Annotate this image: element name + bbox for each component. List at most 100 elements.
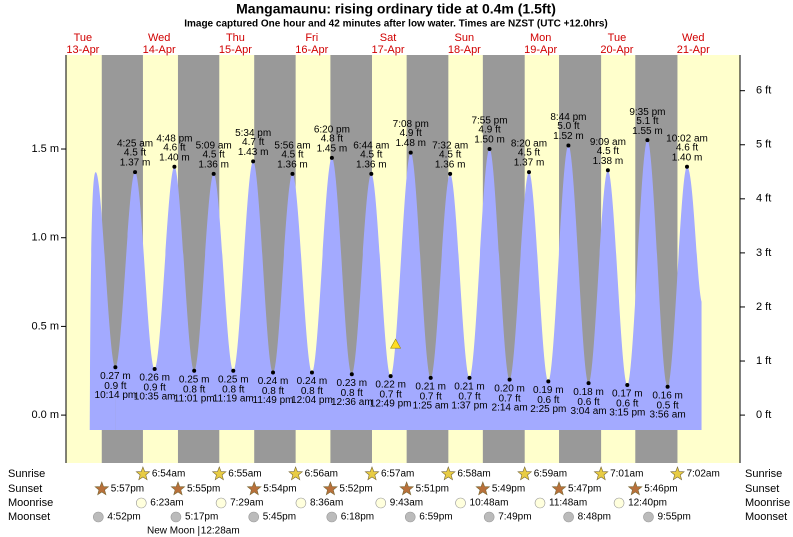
moonset-icon xyxy=(483,511,495,523)
extreme-dot xyxy=(172,164,177,169)
extreme-value-ft: 0.5 ft xyxy=(656,400,678,411)
sunrise-time: 6:59am xyxy=(534,469,567,480)
y-tick-label: 0.0 m xyxy=(31,409,59,421)
tide-area-edge xyxy=(686,166,702,430)
day-date: 16-Apr xyxy=(295,44,328,56)
extreme-value-m: 1.43 m xyxy=(238,147,269,158)
day-name: Sun xyxy=(455,32,475,44)
extreme-time: 2:25 pm xyxy=(530,404,566,415)
extreme-value-m: 0.23 m xyxy=(337,378,368,389)
y-tick-label: 1.5 m xyxy=(31,143,59,155)
extreme-dot xyxy=(349,372,354,377)
extreme-dot xyxy=(329,155,334,160)
extreme-value-ft: 4.5 ft xyxy=(518,148,540,159)
sunset-icon xyxy=(246,481,262,496)
extreme-time: 10:35 am xyxy=(134,392,176,403)
moonset-icon xyxy=(563,511,574,523)
extreme-dot xyxy=(211,171,216,176)
extreme-value-m: 0.25 m xyxy=(179,374,210,385)
extreme-value-ft: 0.8 ft xyxy=(222,384,244,395)
tide-area-edge xyxy=(89,172,116,431)
moonrise-time: 12:40pm xyxy=(628,498,667,509)
sunset-time: 5:57pm xyxy=(111,484,144,495)
extreme-time: 8:44 pm xyxy=(550,112,586,123)
day-date: 19-Apr xyxy=(524,44,557,56)
extreme-dot xyxy=(192,368,197,373)
extreme-time: 11:49 pm xyxy=(253,395,294,406)
moonset-time: 6:18pm xyxy=(341,512,374,523)
sunrise-icon xyxy=(135,466,151,481)
extreme-time: 12:36 am xyxy=(331,397,373,408)
moonset-icon xyxy=(170,511,182,523)
extreme-value-ft: 4.6 ft xyxy=(676,142,698,153)
extreme-dot xyxy=(605,168,610,173)
extreme-time: 12:04 pm xyxy=(291,395,333,406)
moonrise-row-label: Moonrise xyxy=(8,497,53,509)
extreme-dot xyxy=(625,382,630,387)
extreme-value-m: 1.36 m xyxy=(277,159,308,170)
extreme-dot xyxy=(566,143,571,148)
sunset-time: 5:49pm xyxy=(492,484,525,495)
y2-tick-label: 1 ft xyxy=(756,355,771,367)
moonset-time: 8:48pm xyxy=(578,512,611,523)
sunrise-icon xyxy=(440,466,456,481)
sunrise-icon xyxy=(593,466,609,481)
extreme-value-m: 1.45 m xyxy=(317,144,348,155)
extreme-value-m: 0.17 m xyxy=(612,389,643,400)
sunrise-icon xyxy=(669,466,685,481)
y2-tick-label: 6 ft xyxy=(756,85,771,97)
sunset-icon xyxy=(627,481,643,496)
moonset-row-label: Moonset xyxy=(745,511,787,523)
extreme-dot xyxy=(271,370,276,375)
sunrise-icon xyxy=(517,466,533,481)
extreme-value-ft: 5.1 ft xyxy=(636,116,658,127)
moonset-icon xyxy=(326,511,338,523)
sunset-icon xyxy=(170,481,186,496)
extreme-value-m: 0.26 m xyxy=(139,373,170,384)
moonrise-icon xyxy=(135,497,147,509)
moonrise-icon xyxy=(295,497,307,509)
moonrise-time: 8:36am xyxy=(310,498,343,509)
day-name: Mon xyxy=(530,32,551,44)
extreme-value-m: 1.40 m xyxy=(672,152,703,163)
moonrise-icon xyxy=(613,497,625,509)
sunset-icon xyxy=(94,481,110,496)
extreme-dot xyxy=(526,170,531,175)
y2-tick-label: 4 ft xyxy=(756,193,771,205)
extreme-time: 7:08 pm xyxy=(393,119,429,130)
moonrise-time: 9:43am xyxy=(390,498,423,509)
extreme-value-m: 1.50 m xyxy=(474,135,505,146)
extreme-value-m: 1.38 m xyxy=(593,156,624,167)
extreme-dot xyxy=(665,384,670,389)
extreme-time: 12:49 pm xyxy=(370,399,412,410)
extreme-dot xyxy=(546,379,551,384)
y2-tick-label: 2 ft xyxy=(756,301,771,313)
day-name: Fri xyxy=(305,32,318,44)
extreme-dot xyxy=(448,171,453,176)
extreme-value-ft: 4.8 ft xyxy=(321,134,343,145)
extreme-value-ft: 0.6 ft xyxy=(616,399,638,410)
extreme-value-ft: 4.7 ft xyxy=(242,137,264,148)
extreme-dot xyxy=(251,159,256,164)
extreme-value-ft: 4.9 ft xyxy=(478,125,500,136)
extreme-value-m: 1.55 m xyxy=(632,126,663,137)
chart-title: Mangamaunu: rising ordinary tide at 0.4m… xyxy=(236,1,556,17)
sunrise-time: 6:57am xyxy=(381,469,414,480)
sunrise-icon xyxy=(288,466,304,481)
moonset-row-label: Moonset xyxy=(8,511,50,523)
moonset-time: 6:59pm xyxy=(419,512,452,523)
extreme-value-m: 0.25 m xyxy=(218,374,249,385)
extreme-time: 10:14 pm xyxy=(95,390,137,401)
extreme-value-ft: 0.8 ft xyxy=(262,386,284,397)
sunset-icon xyxy=(322,481,338,496)
extreme-value-ft: 0.6 ft xyxy=(537,395,559,406)
extreme-value-m: 0.24 m xyxy=(297,376,328,387)
moonset-icon xyxy=(404,511,416,523)
extreme-value-ft: 4.5 ft xyxy=(439,149,461,160)
day-date: 18-Apr xyxy=(448,44,481,56)
extreme-value-ft: 0.7 ft xyxy=(498,393,520,404)
sunrise-time: 7:01am xyxy=(610,469,643,480)
sunrise-time: 6:54am xyxy=(152,469,185,480)
extreme-value-m: 0.18 m xyxy=(573,387,604,398)
extreme-dot xyxy=(408,150,413,155)
